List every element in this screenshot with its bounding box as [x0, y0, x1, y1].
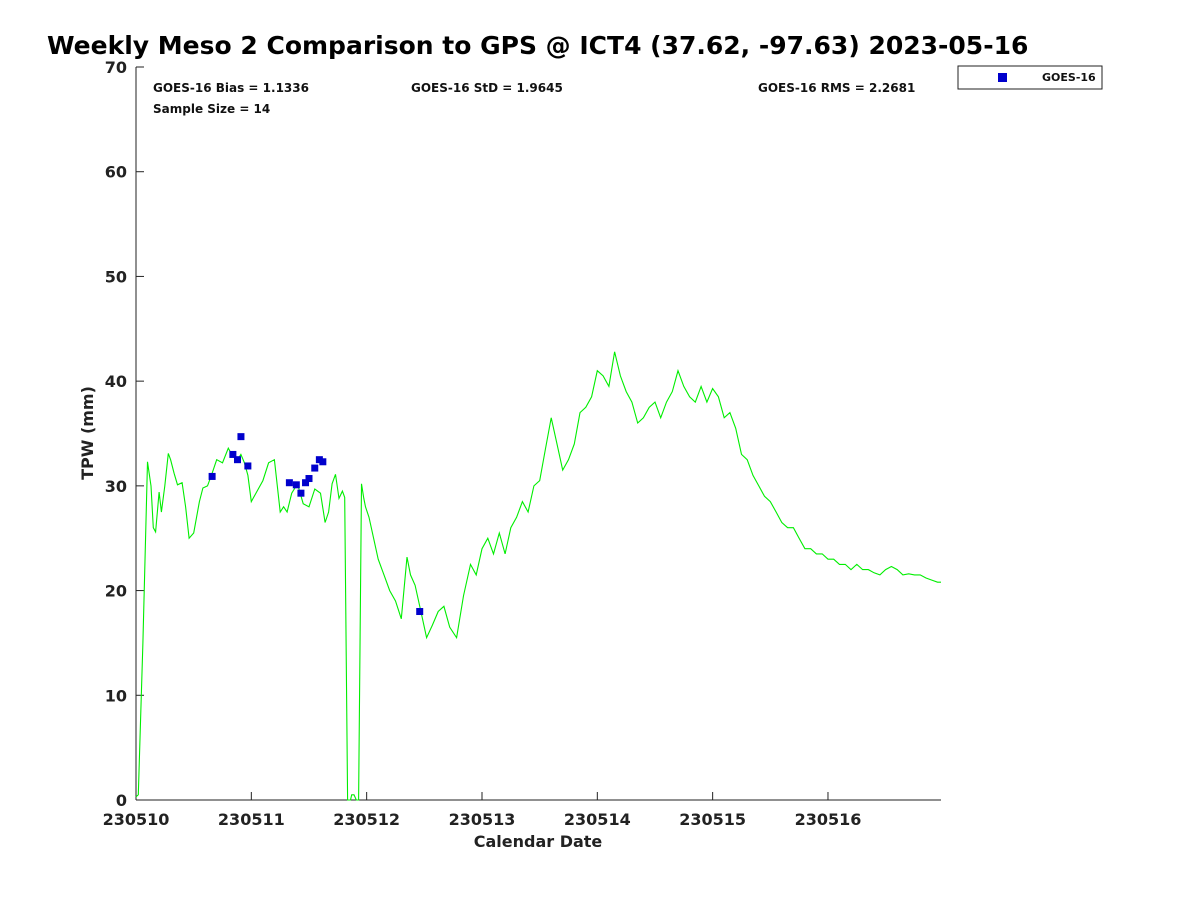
series-layer — [135, 351, 941, 801]
stat-std: GOES-16 StD = 1.9645 — [411, 81, 563, 95]
goes16-point — [311, 464, 319, 472]
stat-sample-size: Sample Size = 14 — [153, 102, 270, 116]
y-tick-label: 20 — [105, 582, 127, 601]
x-tick-label: 230515 — [679, 810, 746, 829]
goes16-point — [319, 458, 327, 466]
x-tick-label: 230510 — [103, 810, 170, 829]
stats-annotations: GOES-16 Bias = 1.1336 GOES-16 StD = 1.96… — [153, 81, 915, 116]
goes16-point — [208, 472, 216, 480]
y-tick-label: 60 — [105, 163, 127, 182]
goes16-point — [237, 433, 245, 441]
y-ticks: 0 10 20 30 40 50 60 70 — [105, 58, 144, 810]
y-tick-label: 50 — [105, 267, 127, 286]
y-axis-label: TPW (mm) — [78, 386, 97, 480]
y-tick-label: 10 — [105, 686, 127, 705]
y-tick-label: 40 — [105, 372, 127, 391]
y-tick-label: 30 — [105, 477, 127, 496]
gps-tpw-line — [135, 351, 941, 801]
plot-area: 0 10 20 30 40 50 60 70 230510 230511 230512 230513… — [103, 58, 941, 829]
legend-box — [957, 65, 1103, 90]
x-tick-label: 230514 — [564, 810, 631, 829]
goes16-point — [305, 475, 313, 483]
goes16-point — [229, 450, 237, 458]
x-tick-label: 230511 — [218, 810, 285, 829]
x-axis-label: Calendar Date — [474, 832, 603, 851]
goes16-point — [297, 489, 305, 497]
x-tick-label: 230513 — [449, 810, 516, 829]
x-tick-label: 230516 — [795, 810, 862, 829]
goes16-point — [285, 479, 293, 487]
y-tick-label: 70 — [105, 58, 127, 77]
goes16-point — [233, 456, 241, 464]
x-tick-label: 230512 — [333, 810, 400, 829]
goes16-point — [416, 608, 424, 616]
legend: GOES-16 — [957, 65, 1103, 90]
stat-bias: GOES-16 Bias = 1.1336 — [153, 81, 309, 95]
y-tick-label: 0 — [116, 791, 127, 810]
legend-marker-goes16 — [998, 73, 1007, 82]
goes16-point — [292, 481, 300, 489]
chart-title: Weekly Meso 2 Comparison to GPS @ ICT4 (… — [47, 31, 1028, 60]
plot-frame — [136, 67, 941, 800]
legend-label-goes16: GOES-16 — [1042, 71, 1096, 84]
stat-rms: GOES-16 RMS = 2.2681 — [758, 81, 915, 95]
goes16-point — [244, 462, 252, 470]
x-ticks: 230510 230511 230512 230513 230514 230515 2305… — [103, 792, 862, 829]
goes16-point — [302, 479, 310, 487]
